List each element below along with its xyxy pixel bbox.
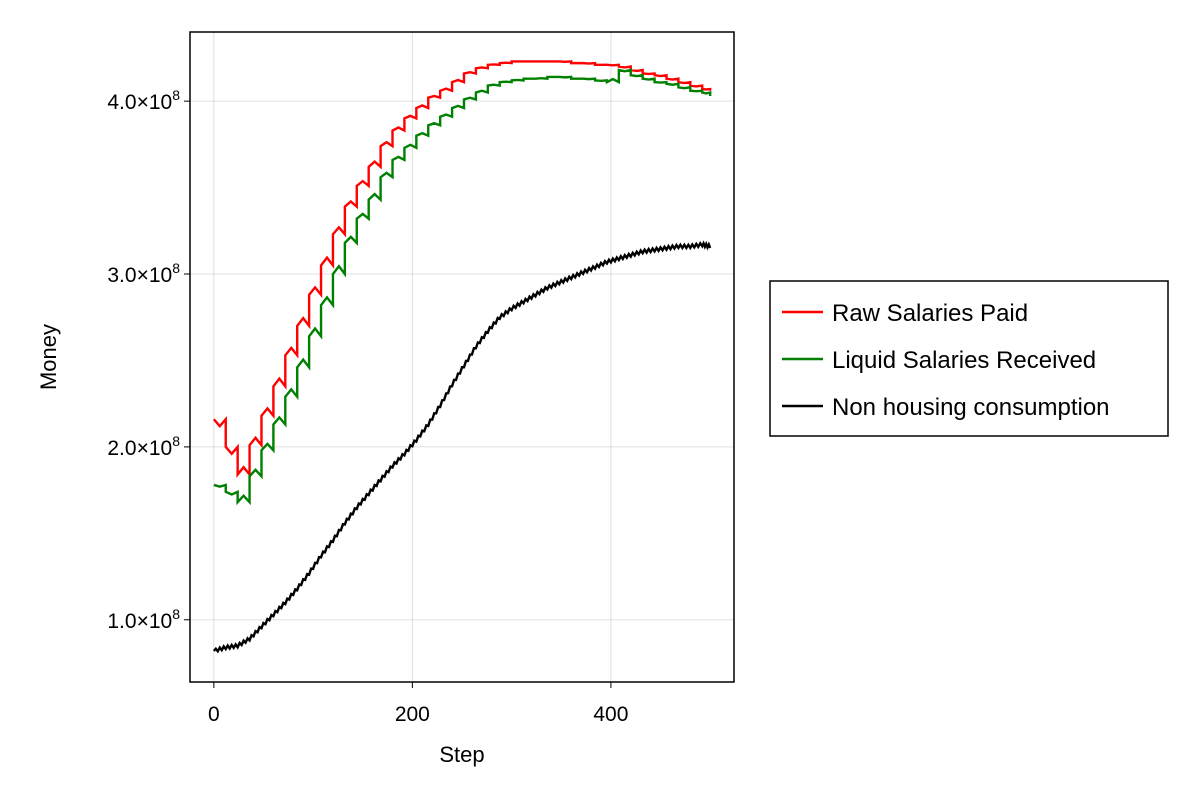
y-tick-mantissa: 1.0×10 [107,610,172,633]
y-tick-exponent: 8 [172,260,180,276]
legend-frame [769,280,1169,437]
y-tick-mantissa: 3.0×10 [107,264,172,287]
series-line [213,68,712,506]
y-tick-label: 4.0×108 [107,87,180,114]
legend-label: Raw Salaries Paid [832,300,1028,327]
y-tick-exponent: 8 [172,433,180,449]
y-tick-label: 3.0×108 [107,260,180,287]
series-line [212,240,712,654]
x-axis-ticks: 0 200 400 [208,682,628,726]
x-axis-title: Step [439,742,484,767]
series-line [212,60,712,478]
y-tick-mantissa: 4.0×10 [107,91,172,114]
grid [190,32,734,682]
legend-entries: Raw Salaries Paid Liquid Salaries Receive… [782,300,1110,421]
y-tick-label: 1.0×108 [107,606,180,633]
y-tick-mantissa: 2.0×10 [107,437,172,460]
y-tick-label: 2.0×108 [107,433,180,460]
x-tick-label: 0 [208,703,220,726]
series-lines [212,60,712,654]
x-tick-label: 200 [395,703,430,726]
legend: Raw Salaries Paid Liquid Salaries Receive… [769,280,1169,437]
legend-label: Non housing consumption [832,394,1110,421]
x-tick-label: 400 [593,703,628,726]
legend-label: Liquid Salaries Received [832,347,1096,374]
plot-frame [189,31,735,683]
y-axis-title: Money [36,324,61,390]
y-tick-exponent: 8 [172,606,180,622]
y-tick-exponent: 8 [172,87,180,103]
